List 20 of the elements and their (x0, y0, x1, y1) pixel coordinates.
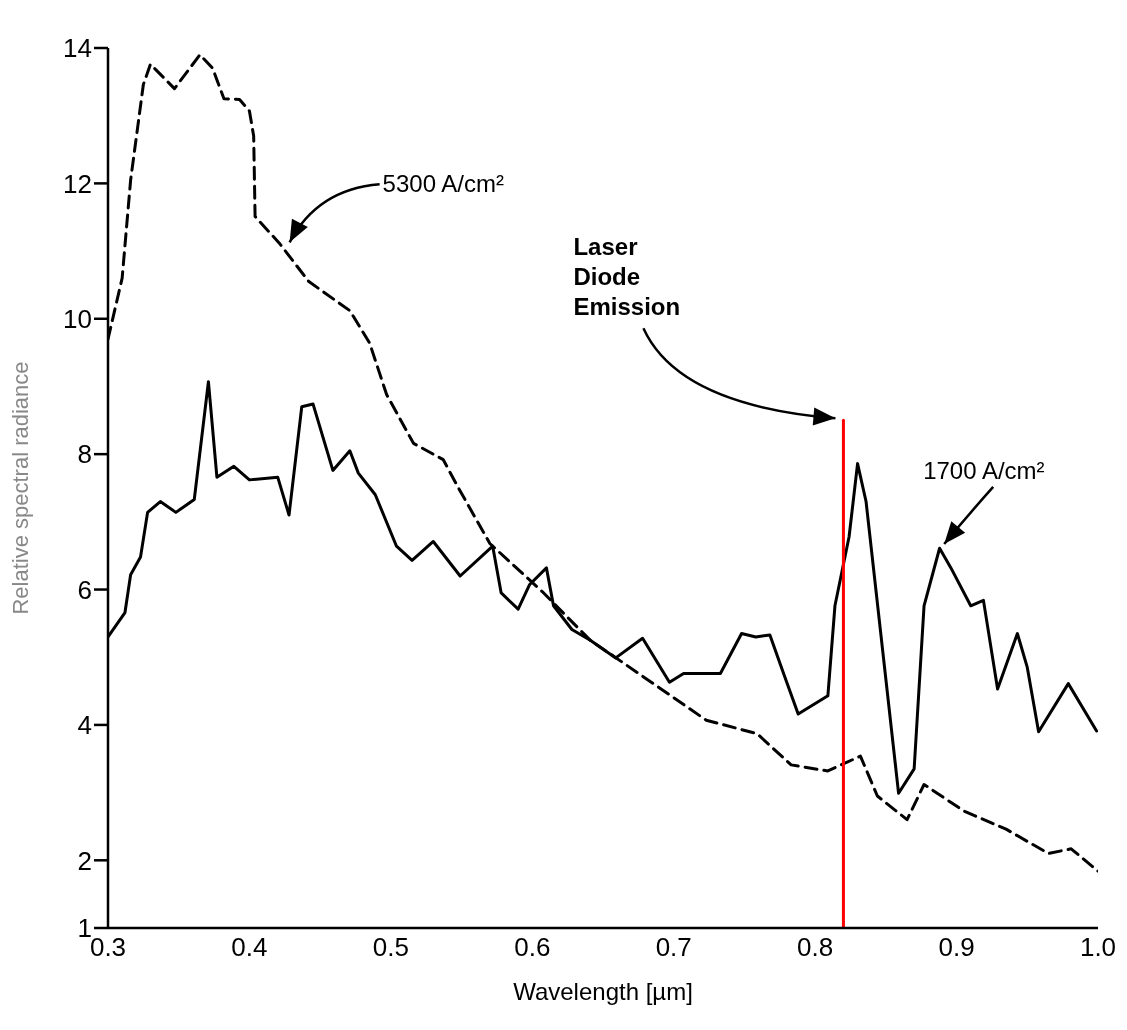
x-tick-label: 0.9 (938, 932, 975, 963)
x-axis-title: Wavelength [µm] (513, 978, 693, 1005)
x-tick-label: 0.5 (372, 932, 409, 963)
x-tick-label: 0.4 (231, 932, 268, 963)
y-tick-label: 2 (77, 845, 92, 876)
annotation: 1700 A/cm² (923, 456, 1045, 484)
y-tick-label: 14 (63, 33, 92, 64)
y-tick-label: 1 (77, 913, 92, 944)
y-tick-label: 4 (77, 710, 92, 741)
y-tick-label: 10 (63, 304, 92, 334)
annotation: Laser Diode Emission (573, 233, 681, 321)
y-axis-title: Relative spectral radiance (7, 361, 33, 615)
x-tick-label: 0.7 (655, 932, 692, 963)
annotation: 5300 A/cm² (382, 170, 505, 198)
x-tick-label: 0.8 (797, 932, 834, 963)
x-tick-label: 0.6 (514, 932, 551, 963)
y-tick-label: 12 (63, 168, 92, 199)
y-tick-label: 6 (77, 574, 92, 605)
x-tick-label: 1.0 (1079, 932, 1117, 963)
y-tick-label: 8 (77, 439, 92, 470)
